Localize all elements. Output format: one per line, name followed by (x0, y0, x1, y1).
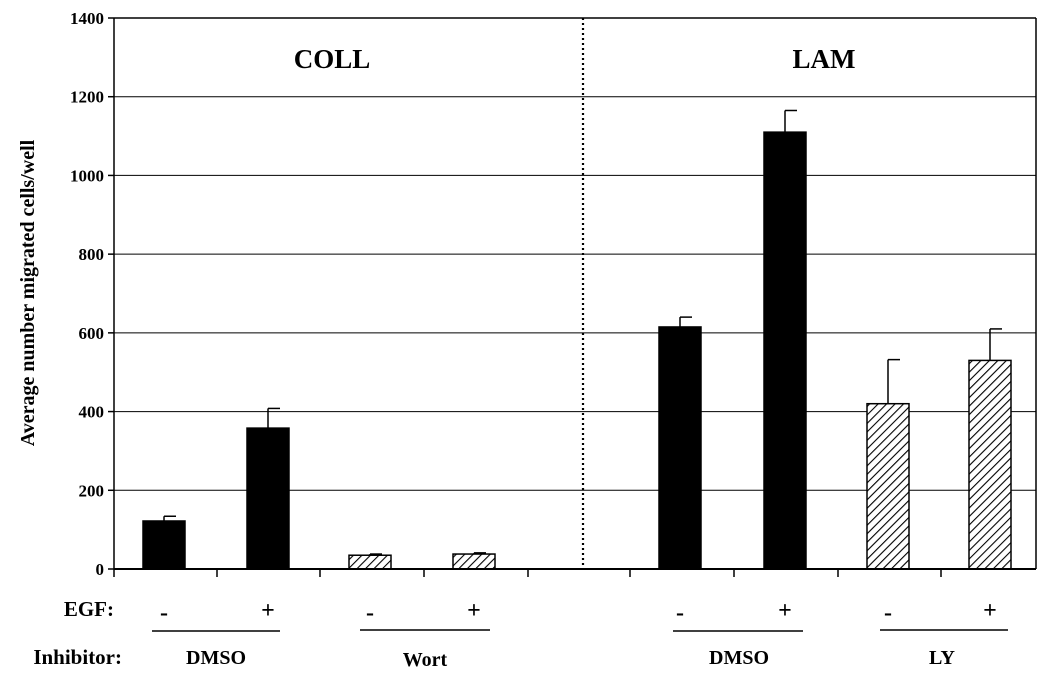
egf-sign-6: + (778, 598, 792, 624)
egf-row-label: EGF: (64, 597, 114, 621)
group-label-wort: Wort (403, 649, 448, 671)
y-tick-label: 0 (96, 560, 105, 579)
bar (348, 554, 392, 570)
y-tick-label: 1400 (70, 9, 104, 28)
panel-label-coll: COLL (294, 44, 371, 74)
y-tick-label: 800 (79, 245, 105, 264)
y-tick-label: 600 (79, 324, 105, 343)
egf-sign-8: + (983, 598, 997, 624)
y-tick-label: 1200 (70, 88, 104, 107)
group-label-ly: LY (929, 647, 956, 669)
egf-sign-3: - (366, 600, 374, 626)
group-label-dmso-coll: DMSO (186, 647, 246, 669)
y-tick-label: 1000 (70, 166, 104, 185)
egf-sign-2: + (261, 598, 275, 624)
bar (658, 326, 702, 570)
inhibitor-row-label: Inhibitor: (33, 645, 122, 669)
y-axis-label: Average number migrated cells/well (17, 139, 39, 446)
axes (113, 17, 1037, 577)
bar (866, 402, 910, 570)
y-axis-ticks: 0 200 400 600 800 1000 1200 1400 (70, 9, 114, 579)
bar (968, 359, 1012, 570)
y-tick-label: 200 (79, 481, 105, 500)
panel-label-lam: LAM (793, 44, 856, 74)
egf-sign-7: - (884, 600, 892, 626)
bar (246, 427, 290, 570)
y-tick-label: 400 (79, 403, 105, 422)
egf-sign-5: - (676, 600, 684, 626)
bars (142, 109, 1012, 570)
egf-sign-4: + (467, 598, 481, 624)
bar (452, 553, 496, 570)
group-label-dmso-lam: DMSO (709, 647, 769, 669)
bar (142, 520, 186, 570)
egf-sign-1: - (160, 600, 168, 626)
bar (763, 131, 807, 570)
